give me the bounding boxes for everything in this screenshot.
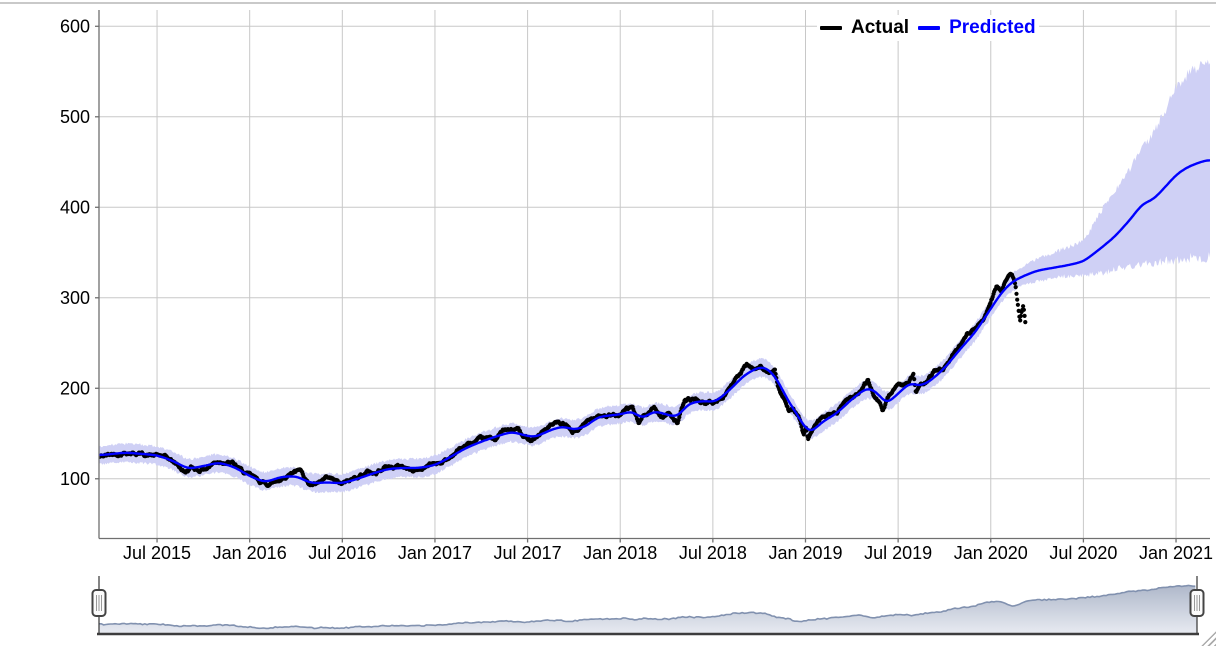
x-tick-label: Jan 2019 [768,543,842,563]
range-selector-left-handle[interactable] [91,576,107,633]
x-tick-label: Jan 2021 [1139,543,1213,563]
y-tick-label: 200 [60,378,90,398]
actual-series-swatch-icon [820,26,842,30]
axis-labels: Jul 2015 Jan 2016 Jul 2016 Jan 2017 Jul 2017… [60,16,1213,563]
chart-legend: Actual Predicted [817,15,1039,41]
x-tick-label: Jul 2015 [123,543,191,563]
chart-plot-area[interactable] [99,10,1210,539]
x-tick-label: Jan 2017 [398,543,472,563]
axes [95,10,1210,543]
y-tick-label: 400 [60,197,90,217]
y-tick-label: 300 [60,288,90,308]
x-tick-label: Jul 2018 [679,543,747,563]
range-selector[interactable] [97,584,1199,636]
y-tick-label: 600 [60,16,90,36]
predicted-series-swatch-icon [918,26,941,30]
x-tick-label: Jul 2020 [1049,543,1117,563]
actual-series-label: Actual [851,17,910,38]
x-tick-label: Jul 2019 [864,543,932,563]
x-tick-label: Jan 2020 [954,543,1028,563]
x-tick-label: Jan 2016 [213,543,287,563]
range-selector-right-handle[interactable] [1189,576,1205,633]
series-layer [99,159,1210,488]
confidence-band [99,59,1210,494]
y-tick-label: 500 [60,107,90,127]
widget-top-border [0,2,1216,4]
x-tick-label: Jul 2017 [494,543,562,563]
y-tick-label: 100 [60,469,90,489]
x-tick-label: Jul 2016 [308,543,376,563]
predicted-series-label: Predicted [949,17,1036,38]
x-tick-label: Jan 2018 [583,543,657,563]
